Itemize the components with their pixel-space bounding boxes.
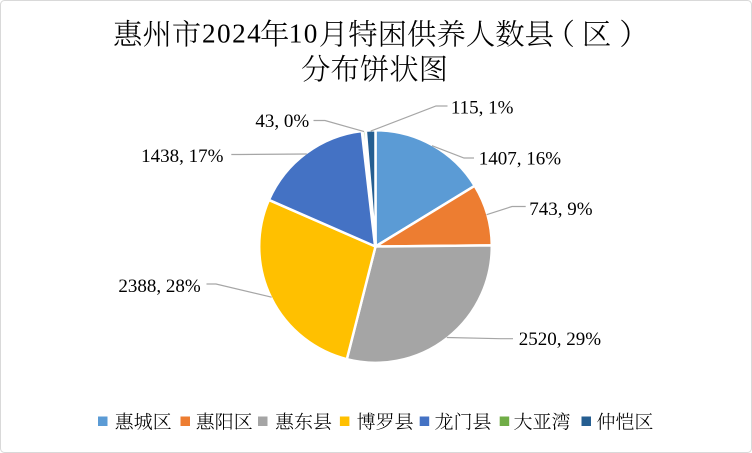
svg-text:1407, 16%: 1407, 16% [479,148,562,169]
svg-text:115, 1%: 115, 1% [451,97,514,118]
svg-text:743, 9%: 743, 9% [529,199,593,220]
svg-text:2388, 28%: 2388, 28% [118,276,200,297]
svg-text:43, 0%: 43, 0% [255,111,309,132]
svg-text:10: 10 [289,19,319,49]
svg-text:1438, 17%: 1438, 17% [141,146,224,167]
svg-text:2520, 29%: 2520, 29% [519,329,602,350]
svg-text:2024: 2024 [202,19,262,49]
